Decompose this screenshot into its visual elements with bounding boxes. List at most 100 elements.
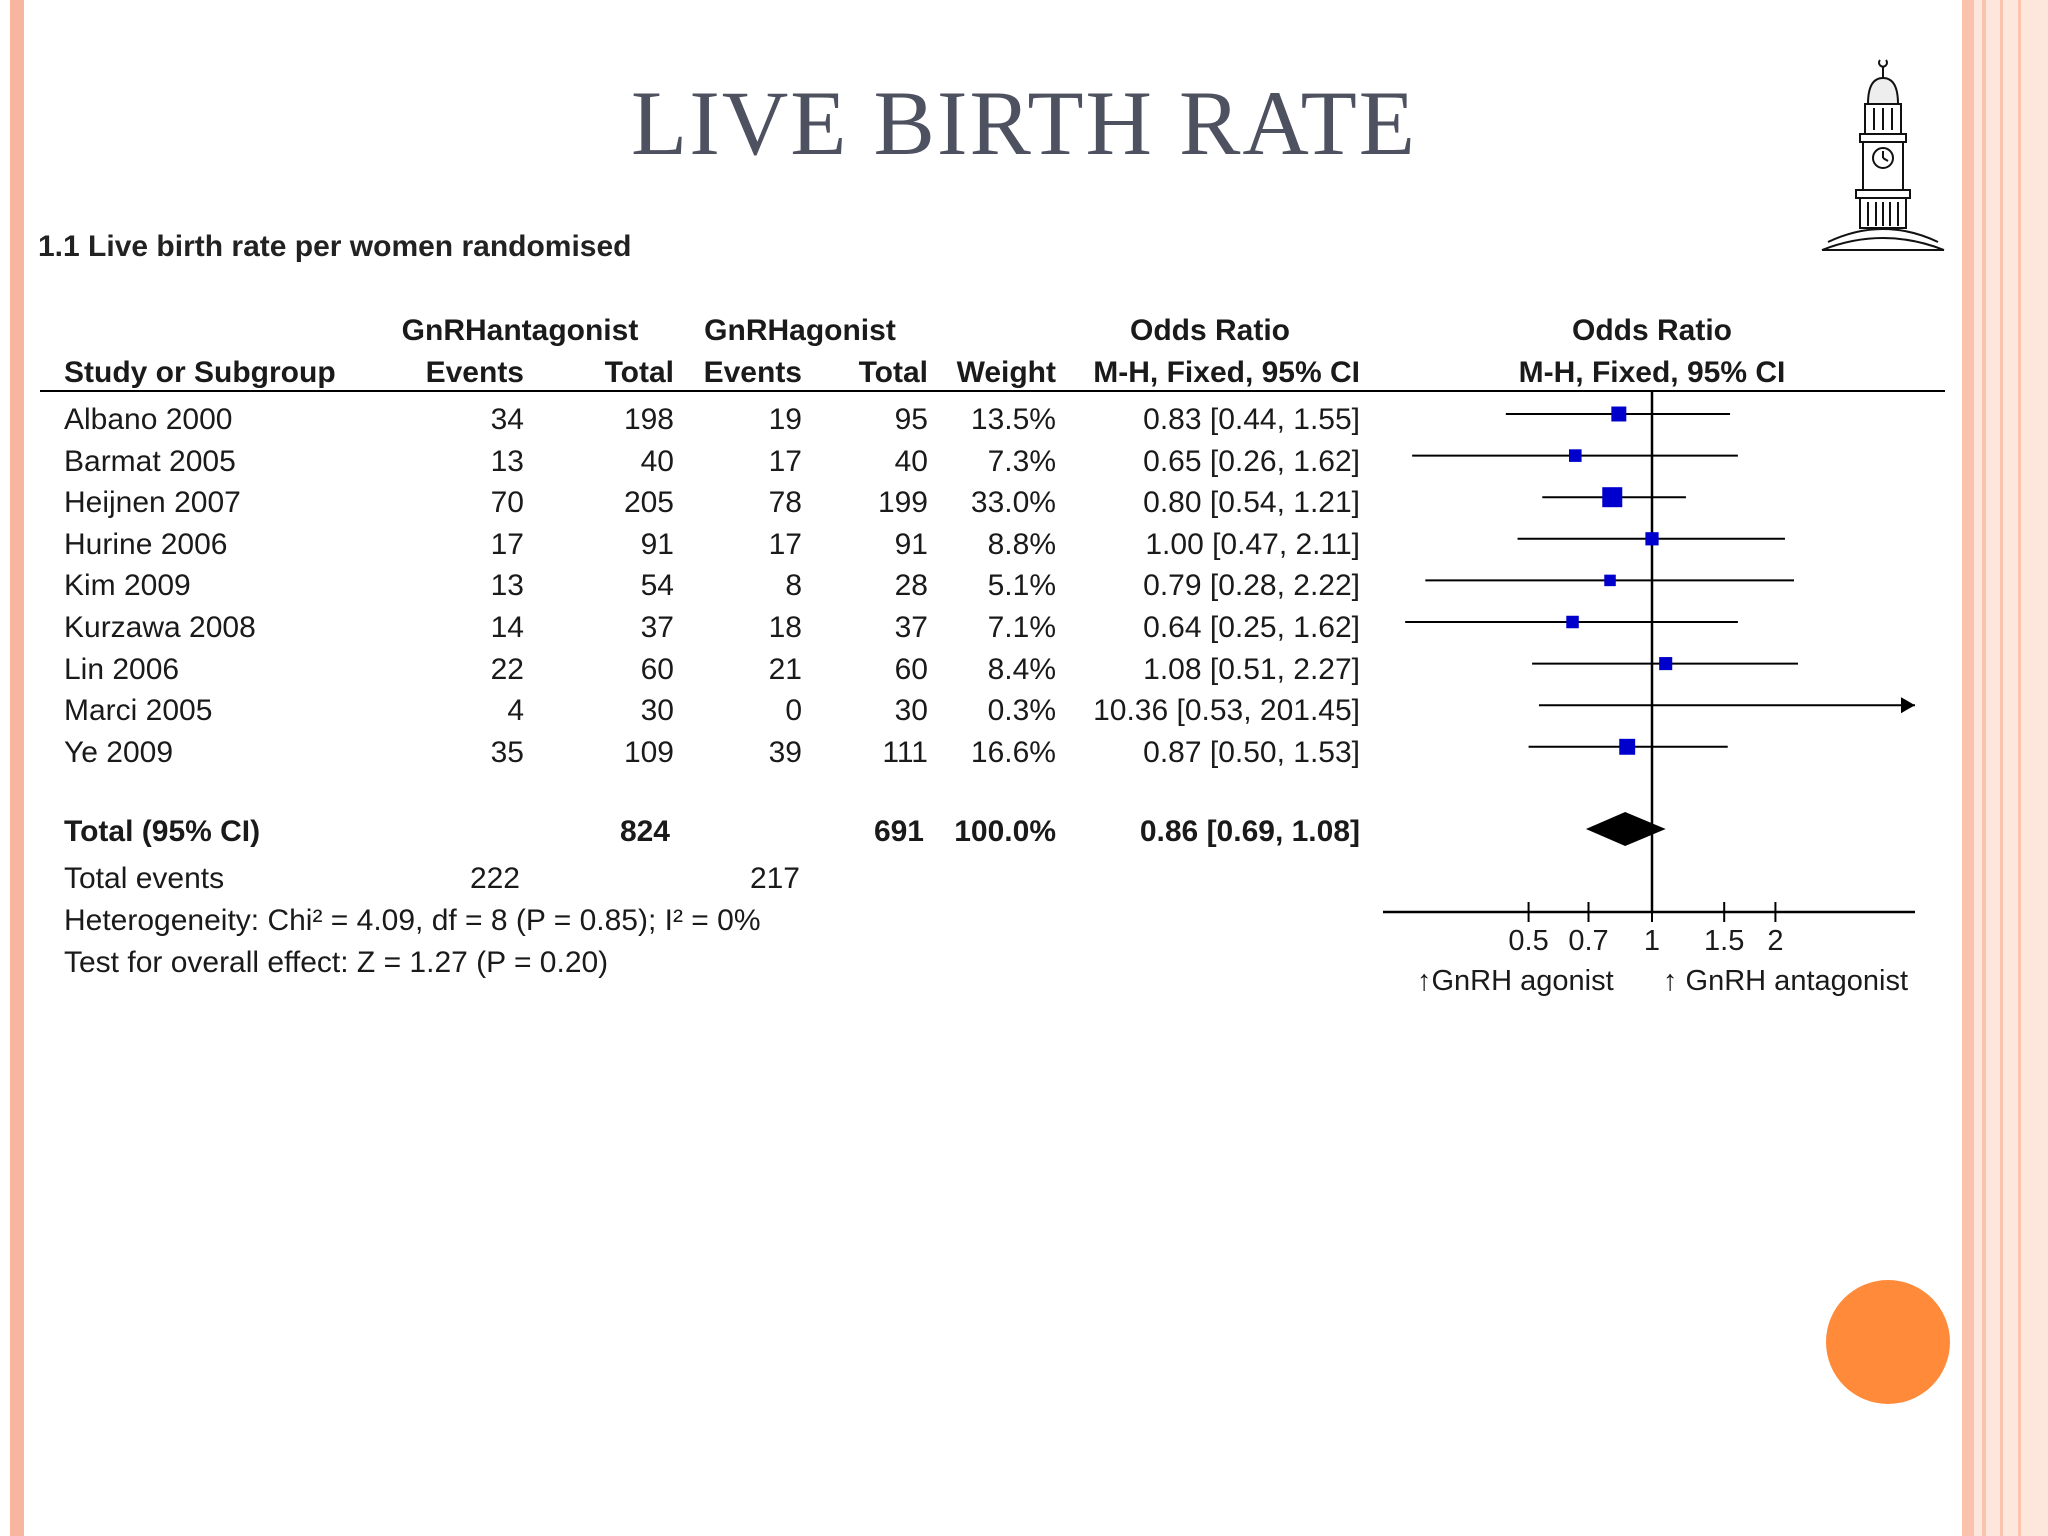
- row-ant-events: 34: [490, 403, 524, 436]
- row-ant-events: 70: [490, 486, 524, 520]
- row-ago-total: 91: [894, 527, 928, 561]
- column-header-study: Study or Subgroup: [64, 356, 336, 389]
- row-weight: 13.5%: [970, 403, 1056, 436]
- right-accent-band: [1962, 0, 2048, 1536]
- row-or-ci: 0.87 [0.50, 1.53]: [1143, 735, 1360, 769]
- row-study-name: Hurine 2006: [64, 527, 228, 561]
- row-study-name: Albano 2000: [64, 403, 233, 436]
- row-ant-total: 37: [640, 611, 674, 644]
- row-ant-events: 13: [490, 569, 524, 603]
- favours-right-label: ↑ GnRH antagonist: [1663, 965, 1908, 997]
- row-weight: 5.1%: [987, 569, 1056, 603]
- column-header-or-ci: M-H, Fixed, 95% CI: [1093, 356, 1360, 389]
- group-header-antagonist: GnRHantagonist: [401, 314, 639, 347]
- column-header-plot: M-H, Fixed, 95% CI: [1518, 356, 1786, 389]
- pooled-diamond: [1585, 812, 1666, 846]
- x-axis-tick-label: 1: [1644, 925, 1660, 957]
- ci-arrow: [1901, 697, 1915, 714]
- overall-effect-text: Test for overall effect: Z = 1.27 (P = 0…: [64, 946, 609, 979]
- header-divider: [40, 390, 1945, 392]
- row-ago-events: 18: [768, 611, 802, 644]
- row-ant-total: 60: [640, 652, 674, 686]
- favours-left-label: ↑GnRH agonist: [1417, 965, 1614, 997]
- row-or-ci: 0.80 [0.54, 1.21]: [1143, 486, 1360, 520]
- column-header-ant-total: Total: [604, 356, 674, 389]
- row-ant-total: 198: [623, 403, 674, 436]
- heterogeneity-text: Heterogeneity: Chi² = 4.09, df = 8 (P = …: [64, 904, 761, 937]
- total-weight: 100.0%: [954, 815, 1056, 848]
- row-ago-total: 40: [894, 444, 928, 478]
- row-ago-events: 17: [768, 444, 802, 478]
- row-study-name: Ye 2009: [64, 735, 174, 769]
- study-marker: [1659, 657, 1673, 671]
- row-ago-events: 78: [768, 486, 802, 520]
- x-axis-tick-label: 1.5: [1704, 925, 1744, 957]
- row-ago-total: 28: [894, 569, 928, 603]
- row-weight: 33.0%: [970, 486, 1056, 520]
- row-ago-events: 8: [785, 569, 802, 603]
- study-marker: [1602, 487, 1623, 508]
- study-marker: [1645, 532, 1659, 546]
- row-ago-events: 17: [768, 527, 802, 561]
- row-study-name: Heijnen 2007: [64, 486, 241, 520]
- right-accent-line: [1962, 0, 1974, 1536]
- group-header-or-right: Odds Ratio: [1571, 314, 1732, 347]
- row-weight: 7.3%: [987, 444, 1056, 478]
- row-or-ci: 1.08 [0.51, 2.27]: [1143, 652, 1360, 686]
- row-study-name: Kurzawa 2008: [64, 611, 256, 644]
- row-ant-total: 30: [640, 694, 674, 728]
- row-ant-events: 22: [490, 652, 524, 686]
- total-events-label: Total events: [64, 862, 225, 895]
- row-ant-total: 91: [640, 527, 674, 561]
- row-study-name: Kim 2009: [64, 569, 191, 603]
- row-ant-total: 205: [623, 486, 674, 520]
- study-marker: [1611, 406, 1627, 422]
- row-ago-events: 21: [768, 652, 802, 686]
- right-accent-line: [2000, 0, 2003, 1536]
- study-marker: [1569, 449, 1582, 462]
- column-header-weight: Weight: [956, 356, 1056, 389]
- row-or-ci: 0.64 [0.25, 1.62]: [1143, 611, 1360, 644]
- row-ant-events: 14: [490, 611, 524, 644]
- x-axis-tick-label: 0.5: [1508, 925, 1548, 957]
- study-marker: [1566, 615, 1579, 629]
- total-ago-total: 691: [873, 815, 924, 848]
- row-ant-events: 17: [490, 527, 524, 561]
- row-ago-total: 37: [894, 611, 928, 644]
- clock-tower-icon: [1821, 59, 1945, 251]
- column-header-ant-events: Events: [425, 356, 524, 389]
- row-weight: 8.8%: [987, 527, 1056, 561]
- study-marker: [1604, 574, 1616, 587]
- row-weight: 0.3%: [987, 694, 1056, 728]
- right-accent-line: [1982, 0, 1986, 1536]
- total-events-ant: 222: [469, 862, 520, 895]
- row-ago-events: 0: [785, 694, 802, 728]
- row-ago-events: 39: [768, 735, 802, 769]
- total-events-ago: 217: [749, 862, 800, 895]
- row-ago-total: 111: [882, 735, 928, 769]
- row-ant-events: 13: [490, 444, 524, 478]
- decorative-orange-dot: [1826, 1280, 1950, 1404]
- slide-title: LIVE BIRTH RATE: [631, 72, 1417, 174]
- row-or-ci: 0.83 [0.44, 1.55]: [1143, 403, 1360, 436]
- row-ant-events: 35: [490, 735, 524, 769]
- column-header-ago-events: Events: [703, 356, 802, 389]
- x-axis-tick-label: 0.7: [1568, 925, 1608, 957]
- total-or-ci: 0.86 [0.69, 1.08]: [1139, 815, 1360, 848]
- group-header-agonist: GnRHagonist: [704, 314, 896, 347]
- right-accent-line: [2018, 0, 2021, 1536]
- x-axis-tick-label: 2: [1767, 925, 1783, 957]
- row-or-ci: 0.79 [0.28, 2.22]: [1143, 569, 1360, 603]
- group-header-or-left: Odds Ratio: [1129, 314, 1290, 347]
- row-ago-total: 199: [877, 486, 928, 520]
- row-weight: 7.1%: [987, 611, 1056, 644]
- row-ago-events: 19: [768, 403, 802, 436]
- left-accent-stripe: [10, 0, 24, 1536]
- total-ant-total: 824: [619, 815, 670, 848]
- row-ago-total: 95: [894, 403, 928, 436]
- row-or-ci: 0.65 [0.26, 1.62]: [1143, 444, 1360, 478]
- row-ant-total: 40: [640, 444, 674, 478]
- row-ago-total: 30: [894, 694, 928, 728]
- row-ant-total: 109: [623, 735, 674, 769]
